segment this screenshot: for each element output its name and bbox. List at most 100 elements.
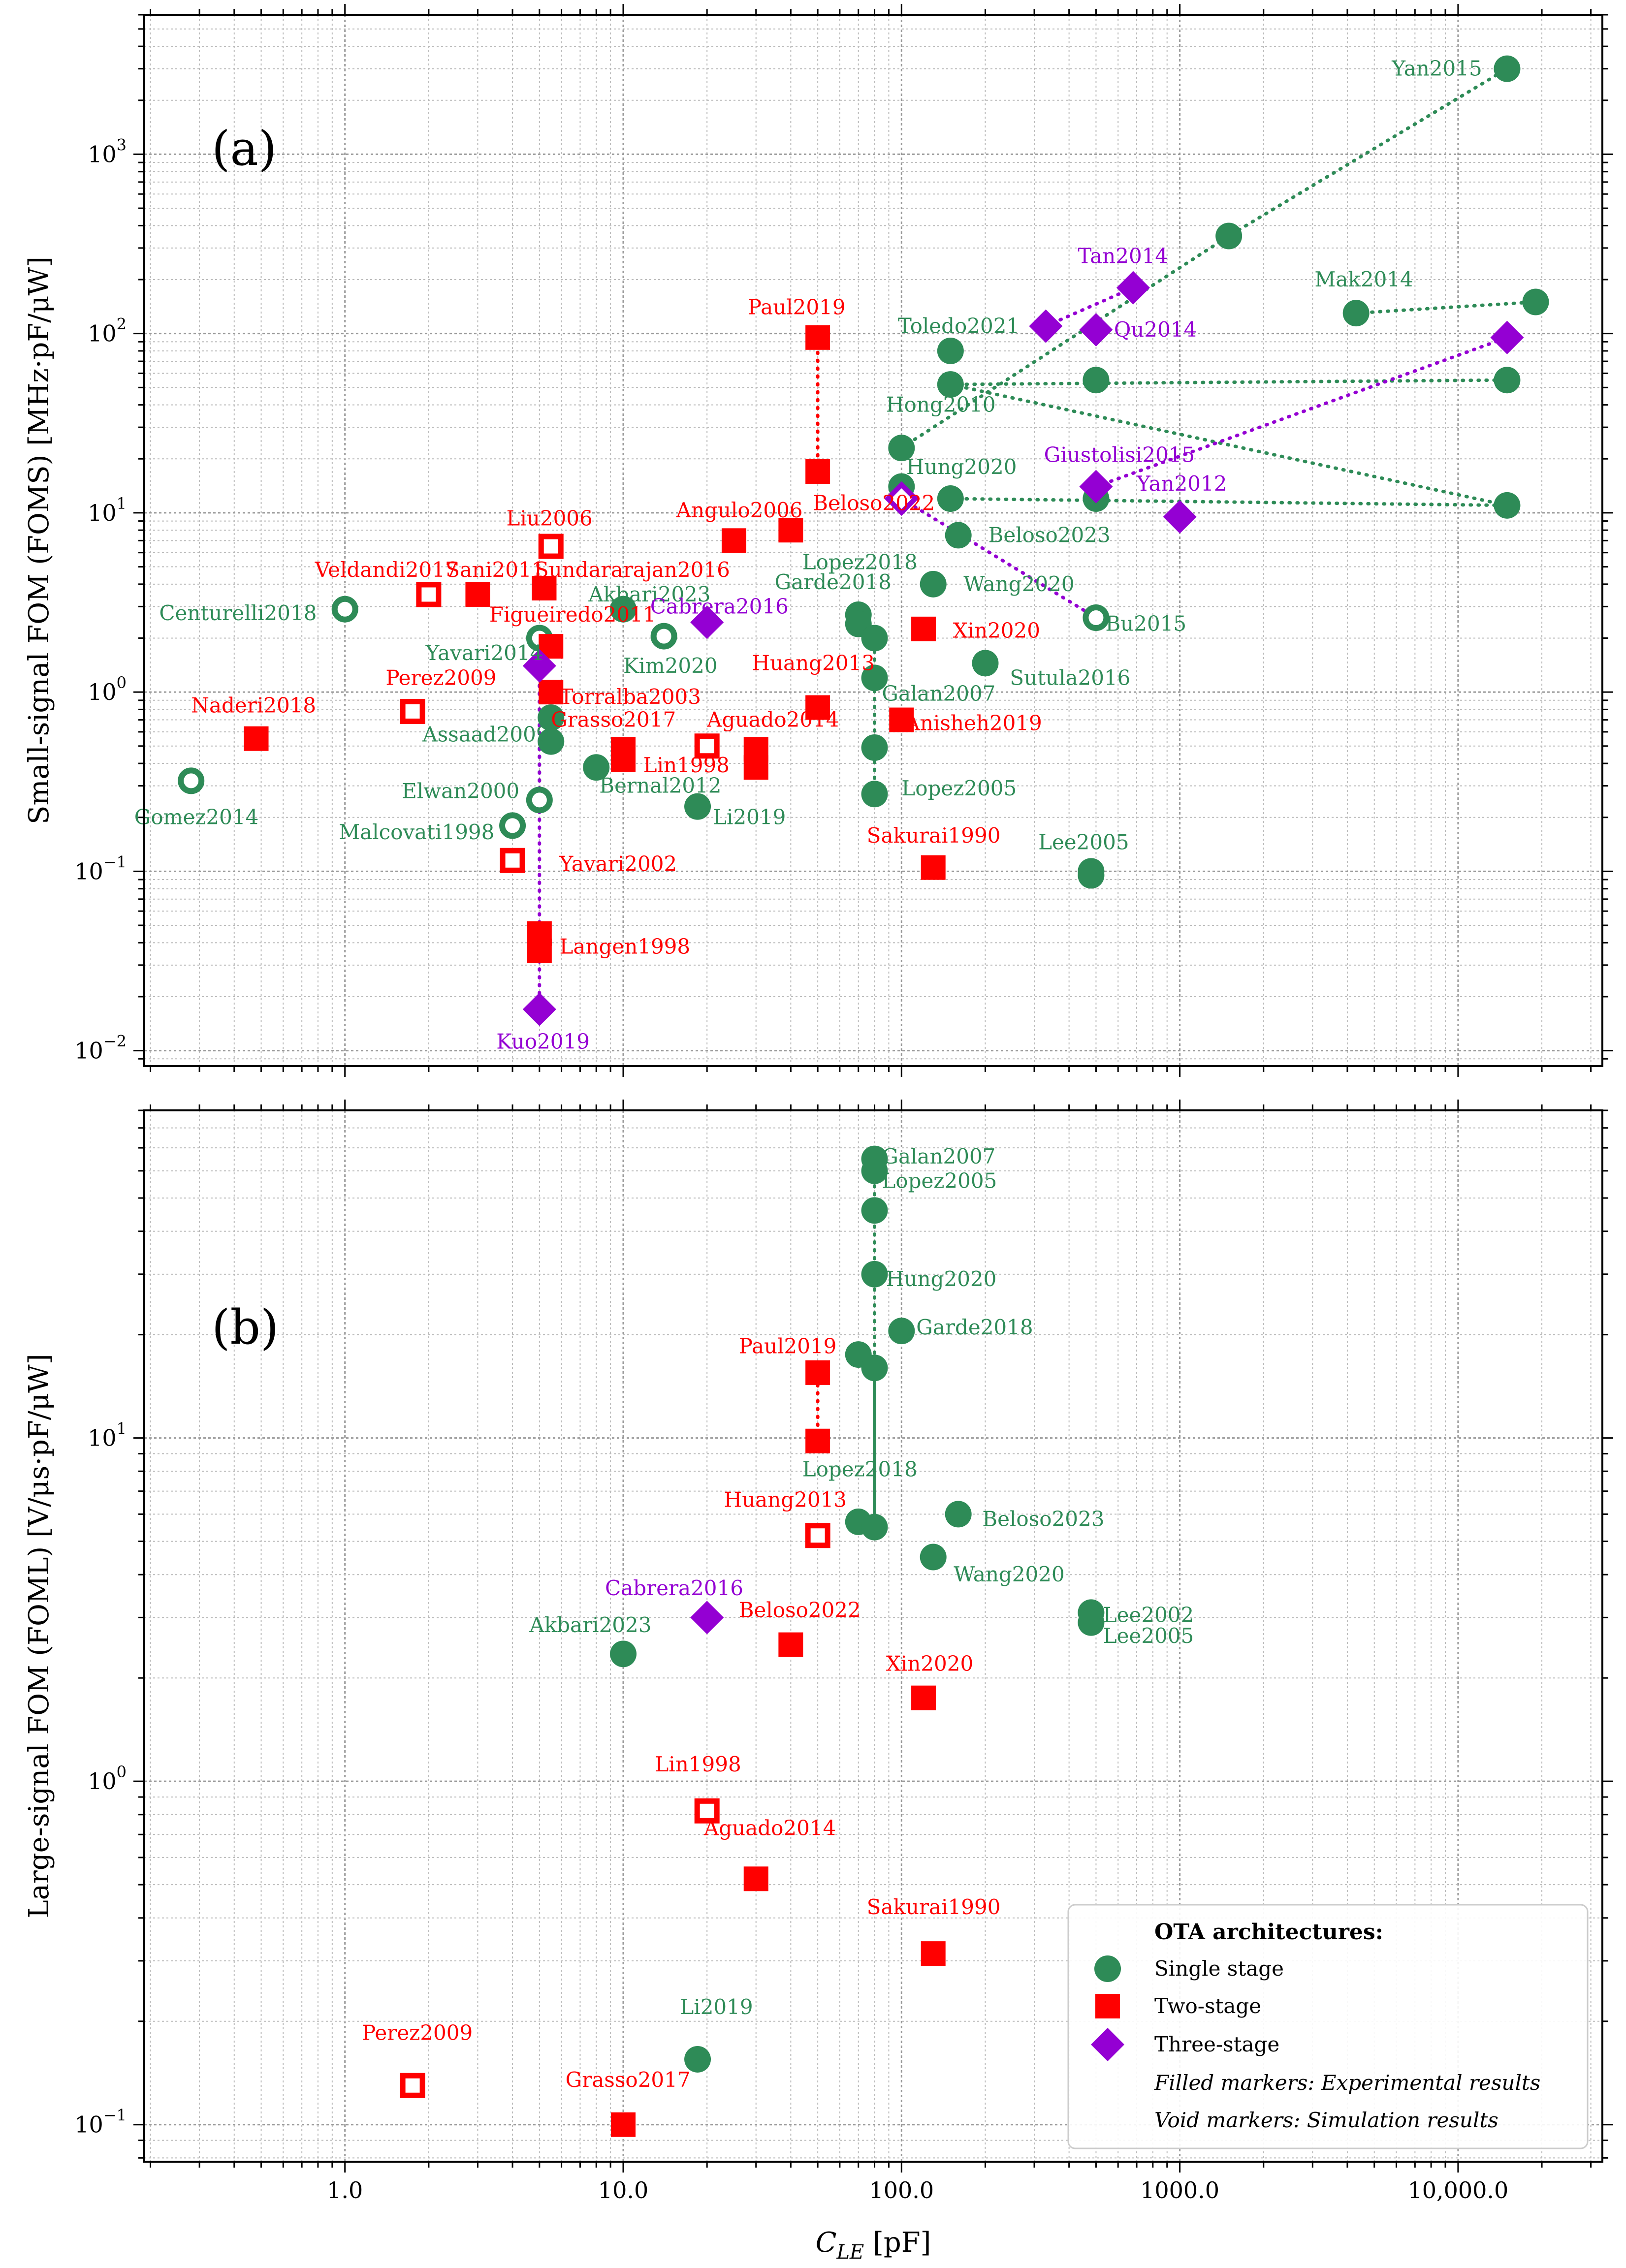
legend-three-marker: [1091, 2028, 1124, 2061]
point-label: Paul2019: [748, 295, 846, 319]
single-filled-marker: [684, 793, 711, 820]
point-label: Gomez2014: [134, 805, 259, 829]
legend-void-note: Void markers: Simulation results: [1154, 2108, 1498, 2132]
two-filled-marker: [778, 1632, 803, 1657]
point-label: Garde2018: [916, 1315, 1033, 1339]
single-filled-marker: [937, 371, 964, 398]
three-filled-marker: [1079, 313, 1113, 346]
single-connector-line: [1354, 300, 1537, 315]
two-filled-marker: [532, 575, 557, 600]
three-filled-marker: [1116, 271, 1150, 305]
point-label: Sutula2016: [1010, 665, 1130, 690]
y-ticks: 10−1 100 101: [74, 1109, 1613, 2159]
y-tick-label: 10−2: [74, 1032, 127, 1064]
y-tick-label: 102: [88, 315, 127, 347]
point-label: Toledo2021: [898, 314, 1020, 338]
single-void-marker: [1083, 604, 1110, 631]
point-label: Sakurai1990: [867, 823, 1001, 848]
two-filled-marker: [721, 528, 746, 553]
single-filled-marker: [1342, 300, 1370, 327]
point-label: Kim2020: [623, 654, 718, 678]
point-label: Lopez2018: [802, 550, 918, 574]
y-tick-label: 100: [88, 673, 127, 705]
panel-tag: (a): [212, 121, 277, 176]
point-label: Kuo2019: [496, 1030, 590, 1054]
two-filled-marker: [611, 747, 636, 772]
legend-two-marker: [1095, 1994, 1120, 2018]
two-filled-marker: [778, 518, 803, 543]
point-label: Liu2006: [506, 506, 592, 530]
single-filled-marker: [861, 1157, 888, 1184]
point-label: Li2019: [713, 805, 786, 829]
point-label: Lee2005: [1103, 1624, 1194, 1648]
point-label: Cabrera2016: [650, 594, 789, 618]
two-filled-marker: [611, 2112, 636, 2137]
two-filled-marker: [527, 938, 552, 963]
point-labels: Yan2015 Mak2014 Toledo2021 Hong2010 Hung2020…: [134, 57, 1482, 1054]
legend-three-label: Three-stage: [1154, 2032, 1279, 2056]
point-label: Yan2012: [1136, 472, 1227, 496]
three-filled-marker: [1029, 309, 1063, 343]
point-label: Lee2002: [1103, 1603, 1194, 1627]
two-void-marker: [694, 733, 720, 759]
point-label: Hung2020: [886, 1267, 997, 1291]
point-label: Yavari2014: [425, 641, 543, 665]
legend-single-marker: [1094, 1955, 1121, 1982]
single-connector-line: [949, 378, 1509, 386]
point-label: Elwan2000: [402, 779, 519, 803]
two-filled-marker: [465, 582, 490, 607]
single-filled-marker: [972, 650, 999, 677]
point-label: Hong2010: [886, 393, 996, 417]
two-filled-marker: [743, 1866, 768, 1891]
three-filled-marker: [1163, 500, 1197, 534]
single-filled-marker: [610, 596, 637, 623]
point-label: Xin2020: [886, 1651, 973, 1675]
y-tick-label: 10−1: [74, 2106, 127, 2138]
point-label: Perez2009: [362, 2020, 473, 2045]
y-axis-label: Large-signal FOM (FOML) [V/μs·pF/μW]: [23, 1354, 55, 1918]
three-filled-marker: [1079, 470, 1113, 504]
single-filled-marker: [861, 1260, 888, 1288]
legend-filled-note: Filled markers: Experimental results: [1154, 2071, 1540, 2095]
single-filled-marker: [1522, 288, 1549, 315]
markers: [400, 1145, 1105, 2137]
point-label: Xin2020: [953, 618, 1040, 642]
single-filled-marker: [920, 570, 947, 598]
point-label: Yan2015: [1391, 57, 1482, 81]
single-filled-marker: [945, 522, 972, 549]
three-filled-marker: [690, 605, 724, 639]
point-label: Paul2019: [739, 1334, 837, 1358]
two-filled-marker: [889, 707, 914, 732]
point-label: Akbari2023: [529, 1613, 651, 1637]
point-label: Bu2015: [1105, 612, 1186, 636]
single-filled-marker: [1215, 222, 1243, 250]
two-filled-marker: [805, 325, 830, 350]
single-filled-marker: [538, 728, 565, 755]
point-label: Cabrera2016: [605, 1576, 743, 1600]
point-label: Beloso2023: [988, 523, 1111, 547]
y-ticks: 10−2 10−1 100 101 102 103: [74, 14, 1613, 1064]
single-filled-marker: [937, 337, 964, 364]
point-label: Torralba2003: [559, 685, 701, 709]
single-filled-marker: [888, 1318, 915, 1345]
point-label: Figueiredo2011: [489, 602, 656, 627]
single-filled-marker: [945, 1501, 972, 1528]
three-filled-marker: [522, 992, 556, 1026]
panel-a: Yan2015 Mak2014 Toledo2021 Hong2010 Hung2020…: [23, 4, 1613, 1077]
point-label: Lin1998: [655, 1752, 741, 1776]
two-filled-marker: [743, 755, 768, 780]
point-label: Grasso2017: [566, 2068, 691, 2092]
y-tick-label: 10−1: [74, 852, 127, 884]
point-label: Langen1998: [559, 934, 690, 958]
two-void-marker: [805, 1523, 830, 1548]
single-filled-marker: [1078, 1609, 1105, 1636]
two-void-marker: [694, 1798, 720, 1824]
point-label: Galan2007: [882, 1144, 995, 1168]
two-void-marker: [400, 698, 425, 724]
single-connector-line: [899, 67, 1509, 450]
single-connector-line: [949, 497, 1509, 507]
single-filled-marker: [1078, 862, 1105, 889]
two-filled-marker: [805, 695, 830, 720]
single-void-marker: [526, 787, 553, 814]
